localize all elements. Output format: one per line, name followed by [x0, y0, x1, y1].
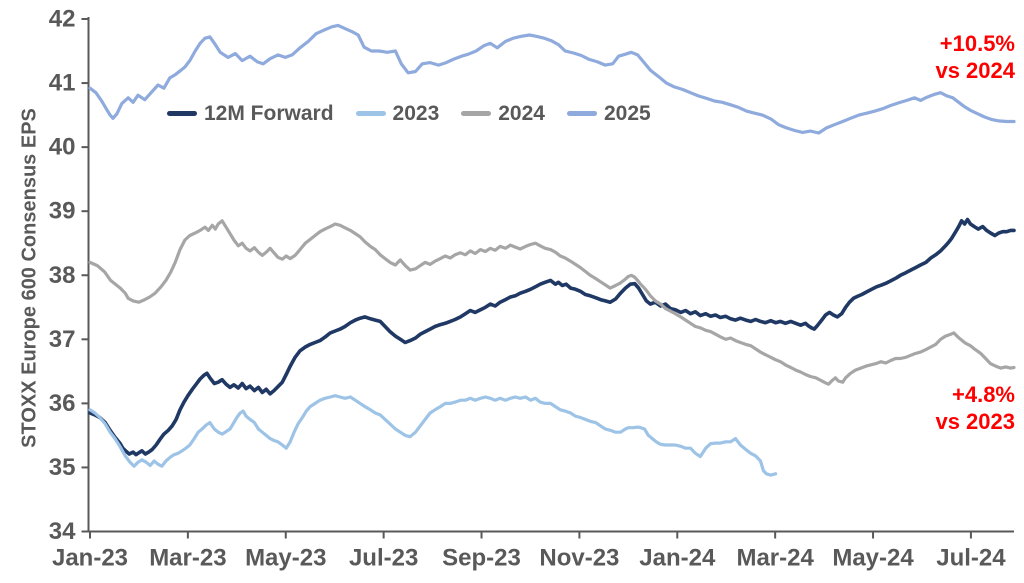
series-lines [88, 23, 1016, 477]
y-tick-label: 34 [49, 518, 76, 545]
x-tick-label: Jul-23 [349, 545, 418, 572]
annotation-2025-vs-2024-line1: +10.5% [939, 31, 1015, 56]
series-line-2024 [88, 219, 1016, 386]
legend-swatch-2023 [355, 111, 386, 116]
axes [81, 17, 1014, 539]
y-axis-title: STOXX Europe 600 Consensus EPS [18, 108, 41, 448]
y-tick-label: 35 [49, 454, 76, 481]
annotation-2025-vs-2024-line2: vs 2024 [935, 58, 1015, 83]
annotation-2024-vs-2023-line2: vs 2023 [935, 409, 1015, 434]
x-tick-label: Jan-23 [52, 545, 128, 572]
legend-swatch-2024 [461, 111, 492, 116]
x-tick-label: Jan-24 [639, 545, 716, 572]
x-tick-label: Mar-24 [736, 545, 814, 572]
x-tick-label: May-24 [832, 545, 914, 572]
y-tick-label: 41 [49, 70, 76, 97]
x-tick-label: Nov-23 [539, 545, 619, 572]
series-line-2023 [88, 394, 778, 477]
legend-swatch-12m-forward [167, 111, 197, 116]
legend-swatch-2025 [566, 111, 597, 116]
legend-item-2024: 2024 [461, 103, 545, 124]
y-tick-label: 38 [49, 262, 76, 289]
y-tick-label: 36 [49, 390, 76, 417]
legend: 12M Forward 2023 2024 2025 [167, 103, 651, 124]
legend-item-2025: 2025 [566, 102, 651, 125]
legend-label-2025: 2025 [603, 102, 651, 125]
y-tick-label: 37 [49, 326, 76, 353]
annotation-2025-vs-2024: +10.5% vs 2024 [935, 30, 1015, 84]
axis-tick-labels: 34 35 36 37 38 39 40 41 42 Jan-23 Mar-23 May-23 Jul-… [49, 6, 1006, 572]
legend-label-12m-forward: 12M Forward [204, 102, 334, 125]
series-line-12m-forward [88, 217, 1016, 457]
legend-label-2023: 2023 [392, 102, 440, 125]
annotation-2024-vs-2023: +4.8% vs 2023 [935, 381, 1015, 435]
series-line-2025 [88, 23, 1016, 135]
annotation-2024-vs-2023-line1: +4.8% [952, 382, 1015, 407]
x-tick-label: Mar-23 [149, 545, 226, 572]
legend-item-12m-forward: 12M Forward [167, 103, 334, 124]
legend-label-2024: 2024 [498, 102, 545, 125]
x-tick-label: May-23 [245, 545, 326, 572]
legend-item-2023: 2023 [355, 102, 440, 125]
y-tick-label: 42 [49, 6, 76, 33]
y-tick-label: 40 [49, 134, 76, 161]
x-tick-label: Jul-24 [936, 545, 1006, 572]
y-tick-label: 39 [49, 198, 76, 225]
x-tick-label: Sep-23 [442, 545, 521, 572]
